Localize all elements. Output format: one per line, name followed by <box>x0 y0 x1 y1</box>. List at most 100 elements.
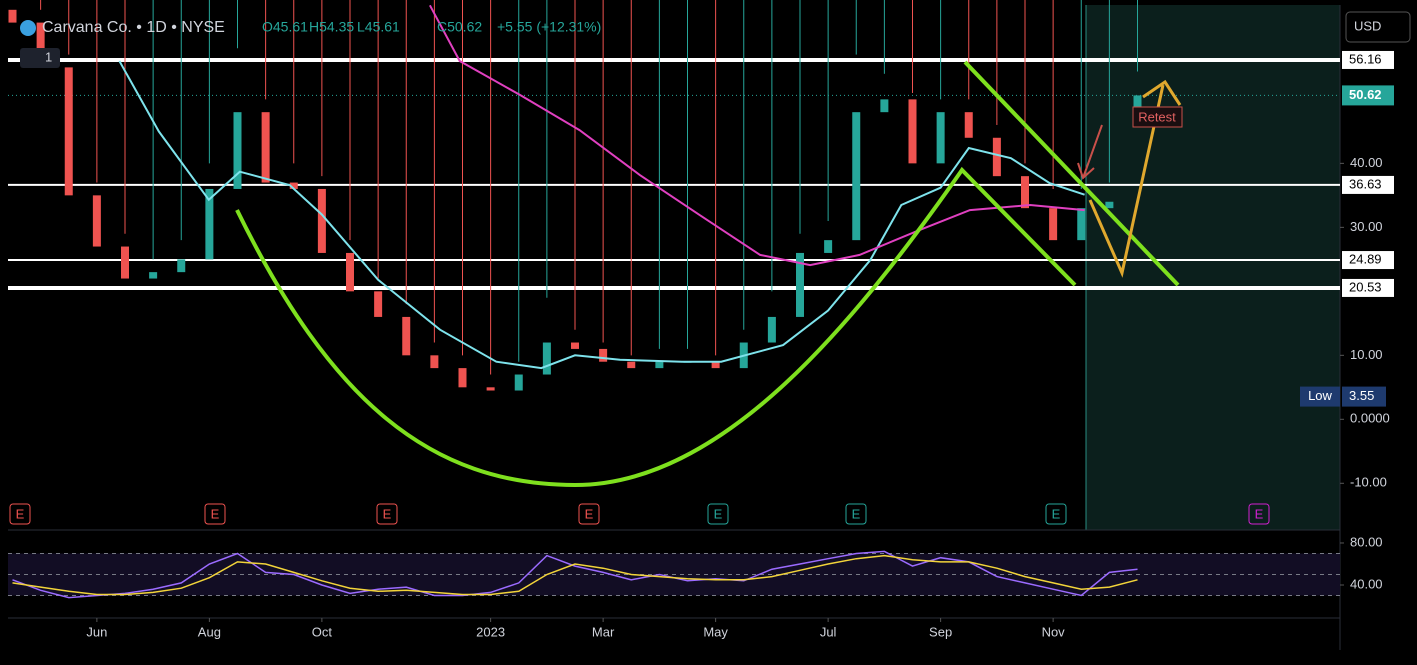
y-tick-label: 30.00 <box>1350 219 1383 234</box>
earnings-label: E <box>16 506 25 521</box>
y-tick-label: -10.00 <box>1350 475 1387 490</box>
earnings-marker <box>578 503 600 525</box>
candle-body <box>233 112 242 189</box>
level-label: 36.63 <box>1349 176 1382 191</box>
low-value: 3.55 <box>1349 388 1374 403</box>
candle-body <box>486 387 495 391</box>
candle-body <box>627 361 636 369</box>
candle-body <box>796 252 804 317</box>
moving-average <box>118 60 1085 370</box>
low-tag: Low <box>1308 388 1332 403</box>
low-box <box>1300 386 1340 407</box>
x-tick-label: Sep <box>929 624 952 639</box>
earnings-marker <box>376 503 398 525</box>
candle-body <box>767 316 776 343</box>
candle-body <box>149 272 158 279</box>
earnings-marker <box>707 503 729 525</box>
channel-line <box>963 60 1180 287</box>
y-tick-label: 40.00 <box>1350 155 1383 170</box>
candle-body <box>514 374 523 391</box>
candle-body <box>36 22 45 68</box>
candle-body <box>1105 201 1114 209</box>
ohlc-high: H54.35 <box>309 19 354 35</box>
candle-body <box>571 342 579 349</box>
annotation-box <box>1132 106 1183 128</box>
candle-body <box>64 67 73 196</box>
rsi-ma-line <box>12 554 1138 596</box>
candle-body <box>1077 208 1086 241</box>
earnings-marker <box>1248 503 1270 525</box>
x-tick-label: Nov <box>1042 624 1066 639</box>
level-label: 56.16 <box>1349 51 1382 66</box>
ohlc-open: O45.61 <box>262 19 308 35</box>
y-tick-label: 0.0000 <box>1350 411 1390 426</box>
last-price-label: 50.62 <box>1349 87 1382 102</box>
rsi-tick-label: 80.00 <box>1350 534 1383 549</box>
symbol-icon <box>20 20 36 36</box>
retest-arrow <box>1077 124 1103 180</box>
candle-body <box>880 99 889 113</box>
earnings-marker <box>204 503 226 525</box>
candle-body <box>92 195 101 247</box>
annotation: Retest <box>1138 109 1176 124</box>
candle-body <box>317 188 326 253</box>
currency[interactable]: USD <box>1354 18 1381 33</box>
candle-body <box>655 361 664 369</box>
last-price-box <box>1342 85 1394 106</box>
candle-body <box>711 361 720 369</box>
x-tick-label: Mar <box>592 624 615 639</box>
x-tick-label: Aug <box>198 624 221 639</box>
x-tick-label: Oct <box>312 624 333 639</box>
projection-arrow <box>1088 79 1182 278</box>
earnings-marker <box>9 503 31 525</box>
x-tick-label: 2023 <box>476 624 505 639</box>
x-tick-label: May <box>703 624 728 639</box>
badge[interactable]: 1 <box>45 49 52 64</box>
candle-body <box>824 240 833 253</box>
candle-body <box>261 112 270 183</box>
earnings-label: E <box>1255 506 1264 521</box>
candle-body <box>289 182 298 189</box>
earnings-label: E <box>383 506 392 521</box>
y-tick-label: 10.00 <box>1350 347 1383 362</box>
earnings-label: E <box>714 506 723 521</box>
level-label-box <box>1342 251 1394 270</box>
candle-body <box>402 316 411 356</box>
level-label-box <box>1342 175 1394 194</box>
projection-zone <box>1086 5 1340 530</box>
x-tick-label: Jul <box>820 624 837 639</box>
candle-body <box>1049 208 1058 241</box>
candle-body <box>205 188 214 260</box>
candle-body <box>599 348 608 362</box>
currency-button[interactable] <box>1345 11 1411 43</box>
earnings-label: E <box>211 506 220 521</box>
candle-body <box>177 259 186 273</box>
moving-average <box>429 4 1085 267</box>
earnings-marker <box>845 503 867 525</box>
ohlc-close: C50.62 <box>437 19 482 35</box>
candle-body <box>121 246 129 279</box>
candle-body <box>992 137 1001 177</box>
candle-body <box>346 252 354 292</box>
candle-body <box>1021 176 1029 209</box>
ohlc-low: L45.61 <box>357 19 400 35</box>
candle-body <box>908 99 917 164</box>
earnings-marker <box>1045 503 1067 525</box>
candle-body <box>458 368 467 388</box>
earnings-label: E <box>585 506 594 521</box>
x-tick-label: Jun <box>86 624 107 639</box>
drawings <box>235 60 1182 488</box>
level-label-box <box>1342 278 1394 297</box>
legend-header: Carvana Co. • 1D • NYSE O45.61 H54.35 L4… <box>20 19 601 68</box>
earnings-label: E <box>1052 506 1061 521</box>
symbol: Carvana Co. • 1D • NYSE <box>42 19 225 36</box>
candle-body <box>852 112 861 241</box>
rsi-tick-label: 40.00 <box>1350 576 1383 591</box>
level-label: 24.89 <box>1349 251 1382 266</box>
level-label-box <box>1342 50 1394 69</box>
change: +5.55 (+12.31%) <box>497 19 601 35</box>
collapse-button[interactable] <box>20 48 60 68</box>
rsi-line <box>12 550 1138 599</box>
